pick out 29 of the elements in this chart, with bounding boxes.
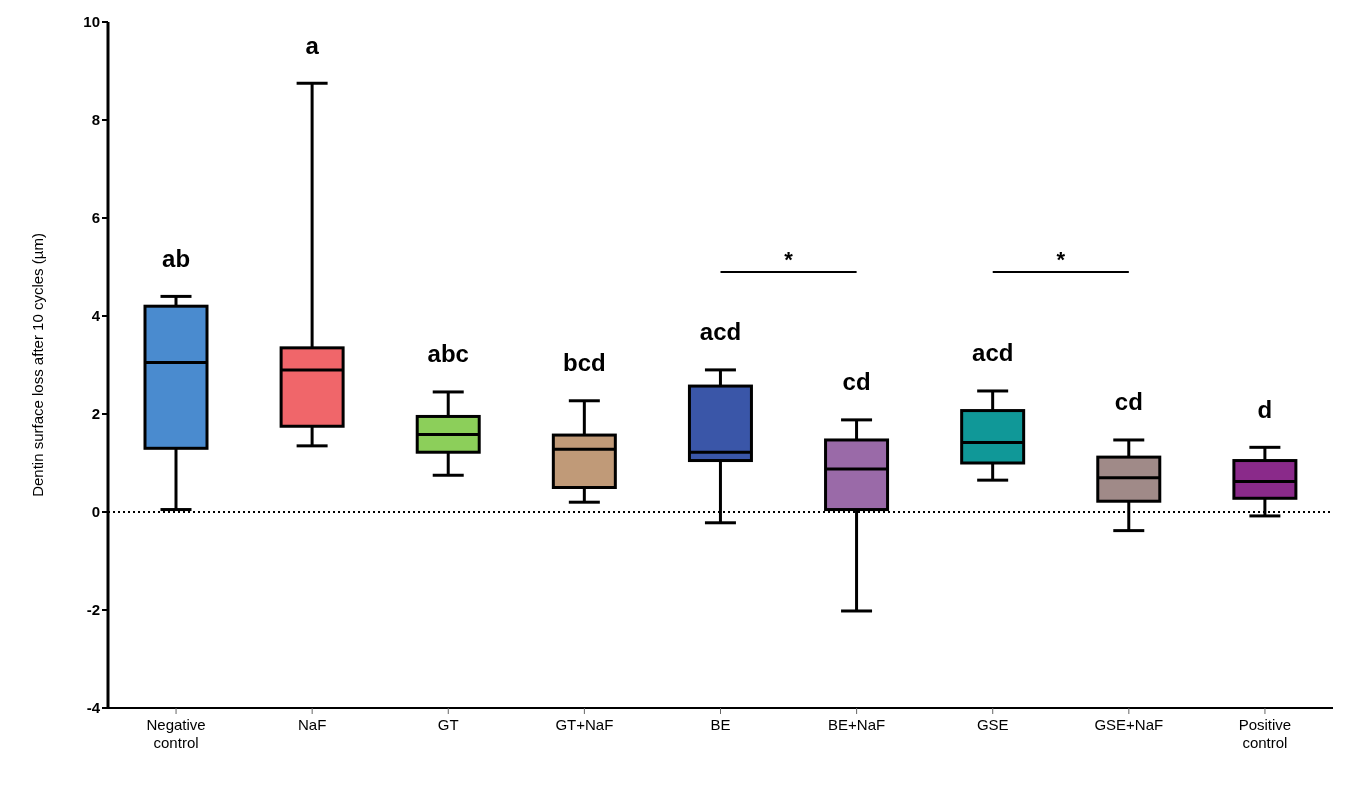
annotation: * [1056, 246, 1066, 272]
annotation: cd [1114, 388, 1143, 416]
annotation: cd [842, 368, 871, 396]
x-tick-label: NaF [297, 716, 327, 733]
y-tick-label: 8 [91, 111, 100, 129]
x-tick-label: GSE+NaF [1094, 716, 1164, 733]
annotation: ab [162, 244, 191, 272]
y-tick-label: 6 [91, 209, 100, 227]
x-tick-label: GT+NaF [555, 716, 614, 733]
annotation: d [1257, 395, 1273, 423]
annotation: a [305, 31, 320, 59]
annotation: * [784, 246, 794, 272]
x-tick-label: GSE [976, 716, 1009, 733]
y-tick-label: -2 [86, 601, 100, 619]
annotation: acd [972, 339, 1014, 367]
y-tick-label: 4 [91, 307, 101, 325]
x-tick-label: Positive control [1238, 716, 1292, 751]
y-tick-label: -4 [86, 699, 101, 717]
x-tick-label: GT [437, 716, 459, 733]
x-tick-label: BE+NaF [828, 716, 886, 733]
y-tick-label: 0 [91, 503, 100, 521]
annotation: abc [427, 340, 469, 368]
x-tick-label: BE [710, 716, 731, 733]
annotation: acd [699, 318, 742, 346]
y-axis-title: Dentin surface loss after 10 cycles (µm) [29, 233, 47, 497]
y-tick-label: 2 [91, 405, 100, 423]
x-tick-label: Negative control [146, 716, 206, 751]
y-tick-label: 10 [83, 13, 100, 31]
annotation: bcd [563, 349, 606, 377]
